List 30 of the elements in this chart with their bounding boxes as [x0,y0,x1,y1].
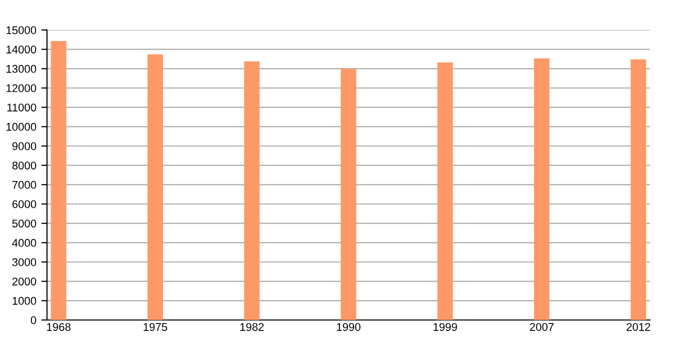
bar [630,59,646,320]
y-tick-label: 1000 [12,296,36,305]
x-tick-label: 1990 [336,323,360,331]
y-tick-label: 6000 [12,200,36,208]
y-tick-label: 13000 [6,64,36,73]
x-tick-label: 1999 [434,323,457,331]
y-tick-label: 4000 [12,238,36,247]
bar [244,61,260,320]
y-tick-label: 5000 [12,220,36,228]
bar [340,68,356,320]
y-tick-label: 7000 [12,180,36,189]
y-tick-label: 11000 [7,104,36,112]
x-tick-label: 1975 [144,323,168,331]
bar [437,62,453,320]
y-tick-label: 14000 [6,46,36,54]
y-tick-label: 0 [30,316,36,324]
x-tick-label: 2012 [626,323,650,331]
y-tick-label: 15000 [6,26,36,34]
x-tick-label: 2007 [530,323,554,331]
bar [148,54,163,320]
y-tick-label: 8000 [12,162,36,170]
x-tick-label: 1968 [47,323,70,331]
x-tick-label: 1982 [240,323,264,331]
y-tick-label: 3000 [12,258,36,266]
y-tick-label: 10000 [6,122,36,131]
bar [50,41,66,320]
y-tick-label: 2000 [12,278,36,286]
bar [534,58,550,320]
y-tick-label: 12000 [6,84,36,92]
y-tick-label: 9000 [12,142,36,150]
